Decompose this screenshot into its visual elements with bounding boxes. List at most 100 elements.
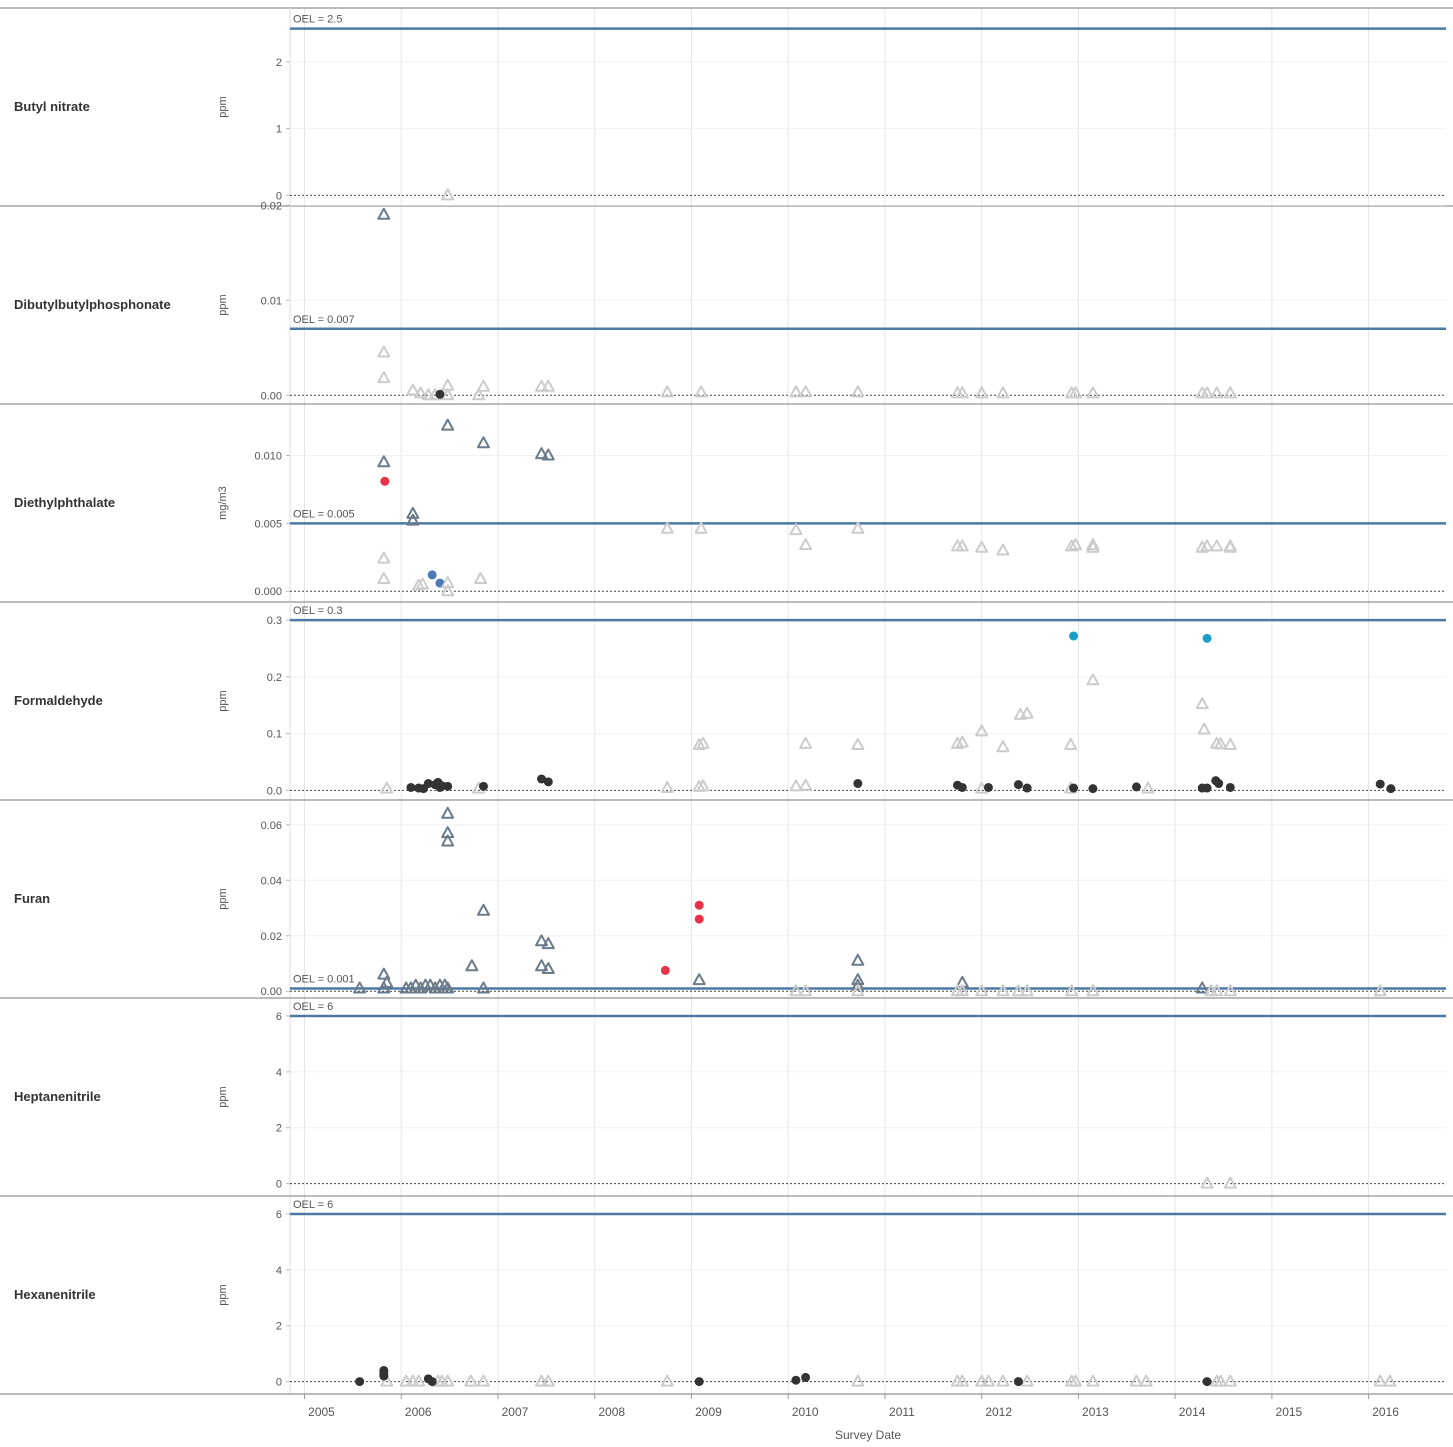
data-point-triangle — [441, 378, 455, 391]
data-point-circle — [694, 914, 704, 924]
data-point-triangle — [799, 385, 813, 398]
data-point-triangle — [441, 834, 455, 847]
data-point-triangle — [377, 967, 391, 980]
panel-2: Diethylphthalate mg/m3 0.000 0.005 0.010 OEL … — [0, 403, 1453, 602]
y-tick-label: 0.04 — [261, 875, 282, 887]
data-point-triangle — [404, 981, 418, 994]
panel-title: Furan — [14, 891, 50, 906]
data-point-circle — [543, 777, 553, 787]
data-point-circle — [435, 389, 445, 399]
data-point-triangle — [1086, 386, 1100, 399]
data-point-triangle — [851, 973, 865, 986]
data-point-triangle — [535, 1374, 549, 1387]
data-point-circle — [1131, 782, 1141, 792]
data-point-triangle — [1214, 1374, 1228, 1387]
oel-label: OEL = 0.005 — [293, 508, 355, 520]
data-point-triangle — [441, 1374, 455, 1387]
data-point-triangle — [1086, 540, 1100, 553]
oel-label: OEL = 6 — [293, 1001, 333, 1013]
panel-0: Butyl nitrate ppm 0 1 2 OEL = 2.5 — [0, 7, 1453, 206]
data-point-triangle — [1223, 386, 1237, 399]
data-point-triangle — [464, 1374, 478, 1387]
panel-title: Diethylphthalate — [14, 495, 115, 510]
panel-title: Formaldehyde — [14, 693, 103, 708]
data-point-triangle — [1020, 984, 1034, 997]
data-point-triangle — [441, 188, 455, 201]
data-point-triangle — [789, 984, 803, 997]
y-tick-label: 0.010 — [254, 451, 282, 463]
data-point-triangle — [441, 981, 455, 994]
data-point-triangle — [660, 781, 674, 794]
x-gridlines — [304, 8, 1370, 1394]
data-point-triangle — [541, 1374, 555, 1387]
data-point-triangle — [380, 1374, 394, 1387]
data-point-triangle — [996, 543, 1010, 556]
data-point-circle — [1214, 779, 1224, 789]
data-point-circle — [1088, 784, 1098, 794]
data-point-triangle — [1064, 737, 1078, 750]
data-point-circle — [443, 781, 453, 791]
data-point-triangle — [377, 455, 391, 468]
panel-3: Formaldehyde ppm 0.0 0.1 0.2 0.3 OEL = 0.3 — [0, 601, 1453, 800]
data-point-triangle — [380, 781, 394, 794]
data-point-triangle — [975, 724, 989, 737]
data-point-triangle — [428, 981, 442, 994]
data-point-circle — [791, 1375, 801, 1385]
data-point-circle — [406, 782, 416, 792]
data-point-triangle — [535, 959, 549, 972]
data-point-triangle — [421, 388, 435, 401]
data-point-triangle — [1223, 540, 1237, 553]
data-point-triangle — [1195, 981, 1209, 994]
data-point-triangle — [441, 388, 455, 401]
x-tick-label: 2009 — [695, 1405, 722, 1419]
data-point-triangle — [789, 385, 803, 398]
y-tick-label: 6 — [276, 1011, 282, 1023]
data-point-triangle — [377, 207, 391, 220]
data-point-triangle — [1195, 540, 1209, 553]
oel-label: OEL = 2.5 — [293, 14, 342, 26]
y-axis-unit: mg/m3 — [217, 486, 229, 520]
data-point-triangle — [996, 740, 1010, 753]
data-point-triangle — [851, 737, 865, 750]
data-point-triangle — [1020, 1374, 1034, 1387]
data-point-circle — [1386, 784, 1396, 794]
data-point-circle — [1202, 633, 1212, 643]
data-point-circle — [660, 965, 670, 975]
y-axis-unit: ppm — [217, 96, 229, 117]
data-point-triangle — [975, 540, 989, 553]
y-axis-unit: ppm — [217, 888, 229, 909]
data-point-triangle — [692, 973, 706, 986]
data-point-triangle — [789, 523, 803, 536]
data-point-triangle — [799, 736, 813, 749]
data-point-triangle — [975, 386, 989, 399]
data-point-triangle — [476, 981, 490, 994]
data-point-circle — [1022, 783, 1032, 793]
data-point-triangle — [541, 448, 555, 461]
data-point-triangle — [412, 1374, 426, 1387]
data-point-triangle — [414, 386, 428, 399]
x-tick-label: 2015 — [1276, 1405, 1303, 1419]
panel-title: Hexanenitrile — [14, 1287, 96, 1302]
data-point-triangle — [975, 984, 989, 997]
x-tick-label: 2008 — [598, 1405, 625, 1419]
y-tick-label: 0.02 — [261, 200, 282, 212]
data-point-triangle — [1223, 1176, 1237, 1189]
data-point-triangle — [1200, 386, 1214, 399]
data-point-triangle — [851, 978, 865, 991]
data-point-circle — [537, 774, 547, 784]
oel-label: OEL = 0.001 — [293, 973, 355, 985]
data-point-triangle — [535, 934, 549, 947]
data-point-triangle — [353, 981, 367, 994]
data-point-triangle — [1210, 386, 1224, 399]
y-tick-label: 0.02 — [261, 931, 282, 943]
data-point-triangle — [476, 903, 490, 916]
data-point-circle — [1225, 782, 1235, 792]
panel-1: Dibutylbutylphosphonate ppm 0.00 0.01 0.02 OE… — [0, 200, 1453, 404]
data-point-triangle — [406, 506, 420, 519]
data-point-circle — [355, 1377, 365, 1387]
data-point-triangle — [660, 1374, 674, 1387]
data-point-triangle — [1068, 1374, 1082, 1387]
x-tick-label: 2012 — [985, 1405, 1012, 1419]
y-axis-unit: ppm — [217, 690, 229, 711]
y-tick-label: 0.00 — [261, 390, 282, 402]
